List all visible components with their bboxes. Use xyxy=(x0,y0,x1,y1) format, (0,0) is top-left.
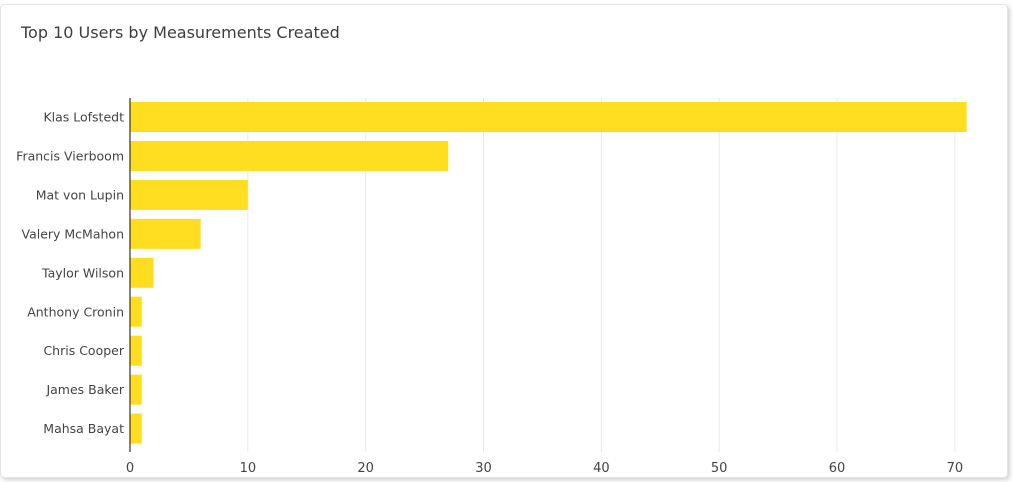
bar xyxy=(130,257,154,288)
x-tick-label: 70 xyxy=(947,461,964,476)
y-tick-label: Mat von Lupin xyxy=(36,187,124,202)
bar xyxy=(130,102,967,132)
bar xyxy=(130,218,201,249)
x-tick-label: 50 xyxy=(711,461,728,476)
y-tick-label: Valery McMahon xyxy=(21,226,124,241)
chart-card: Top 10 Users by Measurements Created 0 10… xyxy=(0,4,1008,478)
y-tick-label: Anthony Cronin xyxy=(27,304,124,319)
y-tick-label: Taylor Wilson xyxy=(41,265,124,280)
y-tick-label: Francis Vierboom xyxy=(16,148,124,163)
bar xyxy=(130,374,142,405)
bar xyxy=(130,140,449,171)
x-tick-label: 30 xyxy=(475,461,492,476)
y-tick-label: James Baker xyxy=(45,382,124,397)
bar xyxy=(130,179,248,210)
bar xyxy=(130,335,142,366)
bar xyxy=(130,296,142,327)
y-tick-label: Chris Cooper xyxy=(43,343,124,358)
bar-chart: 0 10 20 30 40 50 60 70 Klas Lofstedt Francis Vier… xyxy=(16,98,967,476)
x-tick-label: 40 xyxy=(593,461,610,476)
x-tick-label: 0 xyxy=(126,461,134,476)
chart-title: Top 10 Users by Measurements Created xyxy=(21,23,340,42)
y-tick-label: Mahsa Bayat xyxy=(43,421,124,436)
y-tick-label: Klas Lofstedt xyxy=(43,110,124,125)
bar xyxy=(130,413,142,444)
x-tick-label: 20 xyxy=(357,461,374,476)
x-tick-label: 60 xyxy=(829,461,846,476)
x-tick-label: 10 xyxy=(240,461,257,476)
